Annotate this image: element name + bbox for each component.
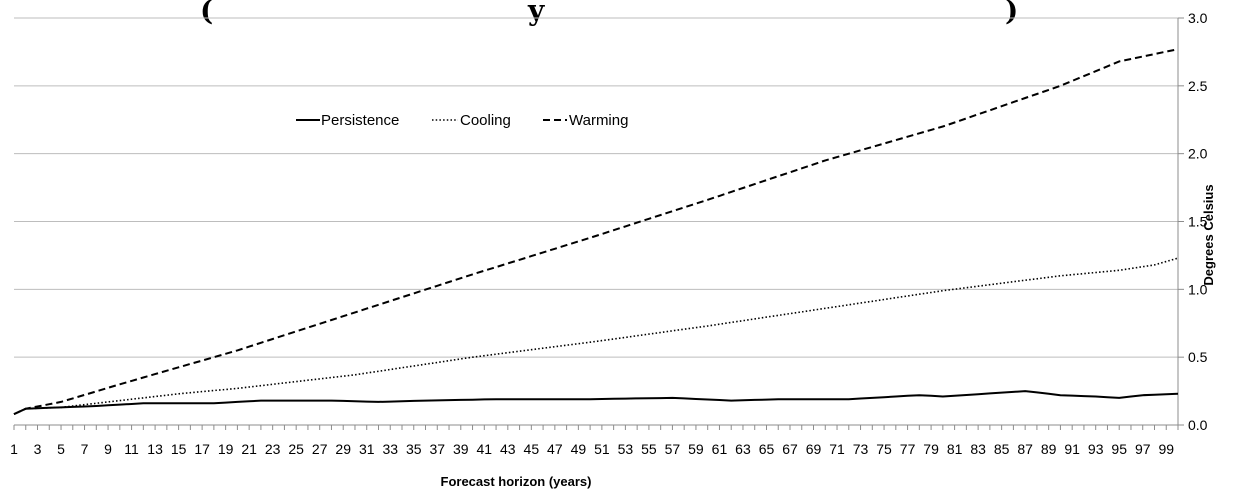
x-tick-label: 1 — [10, 441, 18, 457]
x-tick-label: 29 — [335, 441, 351, 457]
x-tick-label: 35 — [406, 441, 422, 457]
x-tick-label: 7 — [81, 441, 89, 457]
y-tick-label: 1.5 — [1188, 214, 1208, 230]
x-axis-title: Forecast horizon (years) — [441, 474, 592, 489]
x-tick-label: 17 — [194, 441, 210, 457]
x-tick-label: 41 — [477, 441, 493, 457]
x-tick-label: 93 — [1088, 441, 1104, 457]
x-tick-label: 59 — [688, 441, 704, 457]
series-line-warming — [13, 48, 1179, 416]
x-tick-label: 67 — [782, 441, 798, 457]
legend: Persistence Cooling Warming — [296, 112, 628, 129]
x-tick-label: 9 — [104, 441, 112, 457]
y-tick-label: 1.0 — [1188, 281, 1208, 297]
x-tick-label: 55 — [641, 441, 657, 457]
x-tick-label: 49 — [571, 441, 587, 457]
legend-label-cooling: Cooling — [460, 112, 511, 129]
legend-label-persistence: Persistence — [321, 112, 399, 129]
gridlines — [14, 17, 1178, 358]
y-axis: 0.0 0.5 1.0 1.5 2.0 2.5 3.0 — [1177, 10, 1208, 433]
chart-title-open: ( — [200, 0, 213, 27]
x-tick-label: 11 — [124, 441, 139, 457]
x-tick-label: 15 — [171, 441, 187, 457]
x-tick-label: 37 — [429, 441, 445, 457]
x-tick-label: 47 — [547, 441, 563, 457]
x-tick-label: 23 — [265, 441, 281, 457]
series-layer — [13, 48, 1179, 416]
x-tick-label: 39 — [453, 441, 469, 457]
x-tick-label: 57 — [665, 441, 681, 457]
x-tick-label: 79 — [923, 441, 939, 457]
x-tick-label: 81 — [947, 441, 963, 457]
x-tick-label: 97 — [1135, 441, 1151, 457]
x-tick-label: 91 — [1064, 441, 1080, 457]
x-tick-label: 31 — [359, 441, 375, 457]
y-tick-label: 2.5 — [1188, 78, 1208, 94]
x-tick-label: 69 — [806, 441, 822, 457]
x-tick-label: 89 — [1041, 441, 1057, 457]
x-tick-label: 83 — [970, 441, 986, 457]
x-tick-label: 45 — [524, 441, 540, 457]
x-tick-label: 85 — [994, 441, 1010, 457]
x-tick-label: 99 — [1158, 441, 1174, 457]
legend-label-warming: Warming — [569, 112, 628, 129]
x-tick-label: 21 — [241, 441, 257, 457]
x-tick-label: 95 — [1111, 441, 1127, 457]
chart-title-partial: y — [527, 0, 545, 27]
x-tick-label: 65 — [759, 441, 775, 457]
x-axis: 1 3 5 7 9 11 13 15 17 19 21 23 25 27 29 31 33 35 37 39 41 43 4… — [10, 424, 1179, 457]
y-tick-label: 3.0 — [1188, 10, 1208, 26]
y-tick-label: 0.0 — [1188, 417, 1208, 433]
x-tick-label: 27 — [312, 441, 328, 457]
x-tick-label: 51 — [594, 441, 610, 457]
x-tick-label: 19 — [218, 441, 234, 457]
x-tick-label: 77 — [900, 441, 916, 457]
x-tick-label: 25 — [288, 441, 304, 457]
x-tick-label: 53 — [618, 441, 634, 457]
y-tick-label: 0.5 — [1188, 349, 1208, 365]
chart-title-close: ) — [1005, 0, 1018, 27]
series-line-cooling — [13, 257, 1179, 415]
x-tick-label: 71 — [829, 441, 845, 457]
x-tick-label: 73 — [853, 441, 869, 457]
x-tick-label: 75 — [876, 441, 892, 457]
x-tick-label: 13 — [147, 441, 163, 457]
x-tick-label: 33 — [382, 441, 398, 457]
x-tick-label: 5 — [57, 441, 65, 457]
x-tick-label: 61 — [712, 441, 728, 457]
y-tick-label: 2.0 — [1188, 146, 1208, 162]
y-axis-title: Degrees Celsius — [1201, 184, 1216, 285]
x-tick-label: 3 — [34, 441, 42, 457]
x-tick-label: 87 — [1017, 441, 1033, 457]
x-tick-label: 63 — [735, 441, 751, 457]
x-tick-label: 43 — [500, 441, 516, 457]
series-line-persistence — [13, 390, 1179, 416]
